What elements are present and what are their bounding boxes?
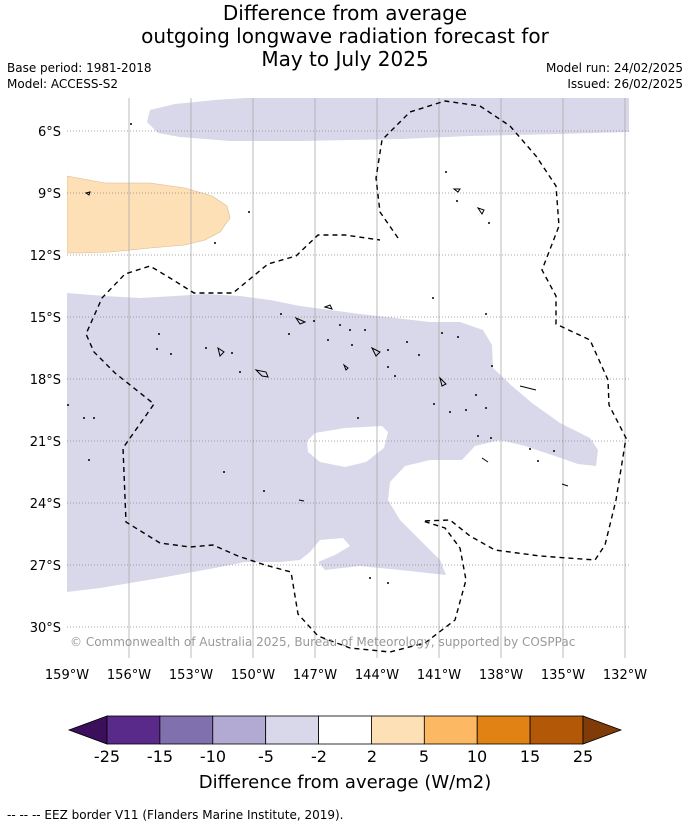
colorbar-bin — [106, 715, 161, 745]
colorbar-tick-labels: -25 -15 -10 -5 -2 2 5 10 15 25 — [94, 747, 593, 766]
colorbar-tick-label: 10 — [467, 747, 487, 766]
colorbar-tick-label: -10 — [200, 747, 226, 766]
colorbar-label: Difference from average (W/m2) — [199, 772, 491, 793]
colorbar-bin — [476, 715, 531, 745]
anomaly-region-north-band — [147, 98, 629, 141]
colorbar-tick-label: -5 — [258, 747, 274, 766]
island-dots — [67, 123, 555, 584]
colorbar-over-arrow — [582, 715, 623, 745]
colorbar-bin — [159, 715, 214, 745]
latitude-tick-labels: 6°S 9°S 12°S 15°S 18°S 21°S 24°S 27°S 30… — [30, 125, 61, 636]
lat-tick-label: 15°S — [30, 311, 61, 326]
colorbar-tick-label: -25 — [94, 747, 120, 766]
title-line-1: Difference from average — [222, 1, 468, 25]
colorbar-bins — [106, 715, 584, 745]
lat-tick-label: 24°S — [30, 497, 61, 512]
colorbar-bin — [371, 715, 425, 745]
longitude-tick-labels: 159°W 156°W 153°W 150°W 147°W 144°W 141°… — [45, 668, 647, 683]
colorbar-tick-label: -15 — [147, 747, 173, 766]
island-outlines — [84, 188, 569, 502]
lat-tick-label: 21°S — [30, 435, 61, 450]
lon-tick-label: 141°W — [417, 668, 461, 683]
latitude-gridlines — [67, 130, 629, 628]
lon-tick-label: 156°W — [107, 668, 151, 683]
eez-legend-note: -- -- -- EEZ border V11 (Flanders Marine… — [7, 808, 344, 822]
colorbar-tick-label: 5 — [419, 747, 429, 766]
lat-tick-label: 18°S — [30, 373, 61, 388]
lat-tick-label: 30°S — [30, 621, 61, 636]
map-panel: © Commonwealth of Australia 2025, Bureau… — [67, 98, 629, 658]
colorbar-tick-label: 25 — [573, 747, 593, 766]
colorbar: -25 -15 -10 -5 -2 2 5 10 15 25 Differenc… — [67, 715, 623, 793]
lat-tick-label: 27°S — [30, 559, 61, 574]
colorbar-bin — [423, 715, 478, 745]
title-line-3: May to July 2025 — [261, 47, 429, 71]
lon-tick-label: 150°W — [231, 668, 275, 683]
colorbar-tick-label: 2 — [367, 747, 377, 766]
lat-tick-label: 6°S — [38, 125, 61, 140]
lat-tick-label: 12°S — [30, 249, 61, 264]
base-period-text: Base period: 1981-2018 — [7, 61, 152, 75]
colorbar-under-arrow — [67, 715, 108, 745]
lon-tick-label: 135°W — [541, 668, 585, 683]
eez-border — [85, 100, 627, 653]
lon-tick-label: 147°W — [293, 668, 337, 683]
lat-tick-label: 9°S — [38, 187, 61, 202]
anomaly-region-northwest — [67, 175, 231, 254]
issued-text: Issued: 26/02/2025 — [567, 77, 683, 91]
lon-tick-label: 138°W — [479, 668, 523, 683]
base-period-info: Base period: 1981-2018 Model: ACCESS-S2 — [7, 60, 152, 92]
colorbar-tick-label: 15 — [520, 747, 540, 766]
model-run-text: Model run: 24/02/2025 — [545, 61, 683, 75]
lon-tick-label: 159°W — [45, 668, 89, 683]
model-text: Model: ACCESS-S2 — [7, 77, 119, 91]
colorbar-bin — [265, 715, 319, 745]
copyright-text: © Commonwealth of Australia 2025, Bureau… — [70, 635, 575, 649]
anomaly-region-central — [67, 293, 598, 592]
lon-tick-label: 153°W — [169, 668, 213, 683]
title-line-2: outgoing longwave radiation forecast for — [141, 24, 549, 48]
colorbar-bin — [212, 715, 267, 745]
run-info: Model run: 24/02/2025 Issued: 26/02/2025 — [546, 60, 683, 92]
colorbar-tick-label: -2 — [311, 747, 327, 766]
colorbar-bin — [318, 715, 372, 745]
map-title: Difference from average outgoing longwav… — [0, 2, 690, 71]
lon-tick-label: 132°W — [603, 668, 647, 683]
colorbar-bin — [529, 715, 584, 745]
lon-tick-label: 144°W — [355, 668, 399, 683]
